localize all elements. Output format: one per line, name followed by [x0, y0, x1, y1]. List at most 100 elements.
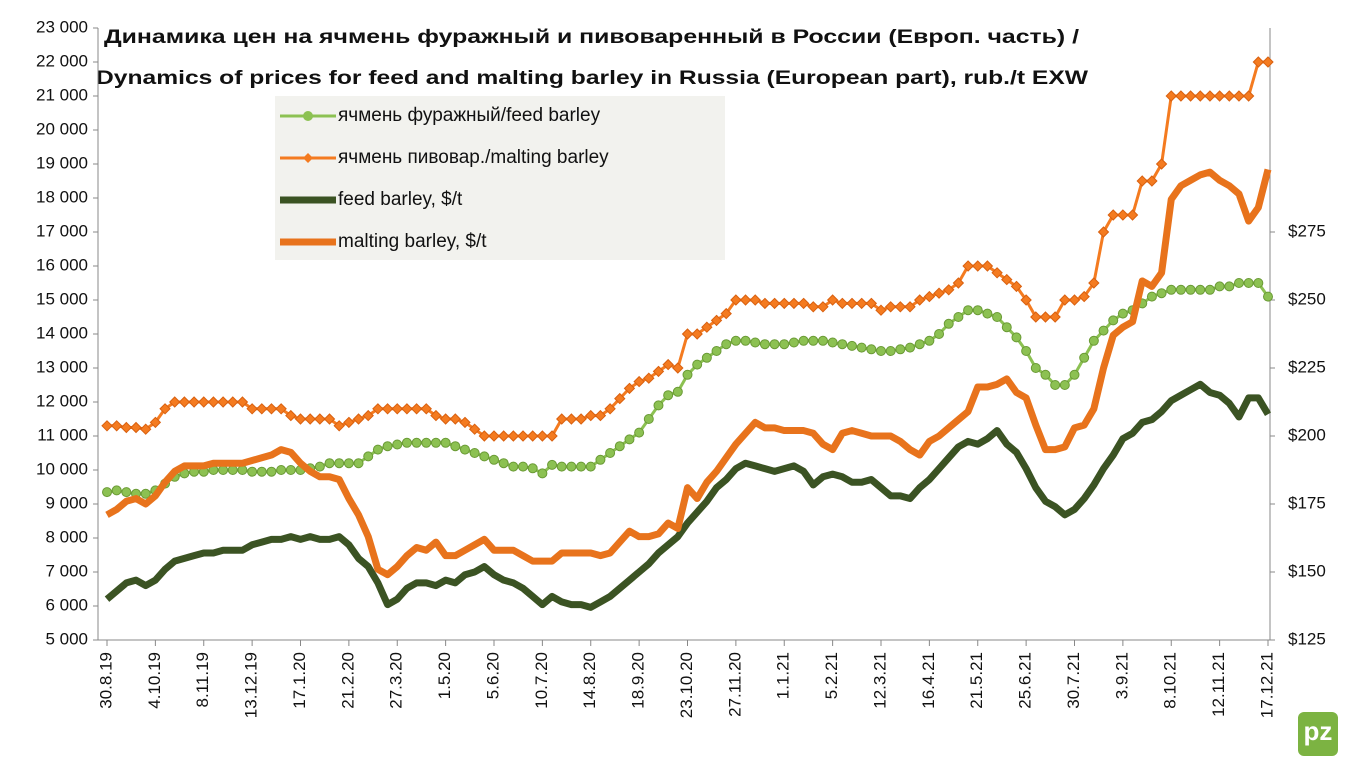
point: [391, 403, 403, 415]
point: [1243, 278, 1254, 288]
x-tick-label: 12.3.21: [870, 652, 889, 709]
legend-marker: [303, 111, 313, 121]
point: [963, 305, 974, 316]
point: [411, 437, 422, 448]
y-tick-label: 17 000: [36, 221, 88, 240]
x-tick-label: 21.5.21: [967, 652, 986, 709]
point: [140, 488, 151, 499]
point: [285, 465, 296, 475]
point: [875, 304, 887, 316]
point: [440, 437, 451, 448]
point: [1117, 209, 1129, 221]
point: [768, 297, 781, 310]
point: [759, 297, 771, 310]
point: [188, 396, 200, 408]
point: [1166, 284, 1177, 295]
point: [276, 465, 287, 475]
point: [1195, 284, 1206, 295]
point: [981, 260, 994, 272]
point: [826, 294, 839, 306]
y-tick-label: 8 000: [45, 527, 88, 546]
point: [526, 430, 539, 442]
x-tick-label: 23.10.20: [677, 652, 696, 718]
point: [1214, 281, 1225, 292]
point: [934, 329, 945, 339]
point: [1069, 369, 1080, 380]
point: [730, 335, 741, 346]
point: [913, 294, 926, 306]
point: [334, 458, 345, 469]
point: [1020, 294, 1032, 306]
point: [1021, 346, 1032, 356]
point: [304, 413, 316, 425]
point: [634, 427, 645, 438]
logo-badge: [1298, 712, 1338, 756]
point: [246, 403, 258, 415]
point: [1108, 315, 1119, 326]
point: [110, 420, 123, 432]
point: [1010, 280, 1023, 293]
point: [546, 430, 558, 442]
point: [1040, 369, 1051, 380]
point: [923, 290, 936, 303]
point: [237, 465, 248, 475]
point: [363, 451, 374, 462]
point: [1263, 291, 1273, 302]
point: [846, 297, 858, 310]
point: [294, 413, 307, 425]
logo: pz: [1298, 712, 1338, 756]
point: [992, 312, 1003, 322]
point: [333, 420, 345, 432]
point: [585, 409, 597, 422]
x-tick-label: 10.7.20: [532, 652, 551, 709]
point: [556, 413, 568, 425]
point: [459, 444, 470, 455]
x-tick-label: 14.8.20: [580, 652, 599, 709]
point: [547, 459, 558, 470]
point: [323, 413, 336, 425]
legend-box: [275, 96, 725, 260]
point: [130, 421, 142, 434]
point: [710, 314, 723, 327]
legend-label: ячмень фуражный/feed barley: [338, 105, 601, 126]
point: [207, 396, 220, 408]
point: [933, 287, 945, 299]
y2-tick-label: $150: [1288, 561, 1326, 580]
point: [537, 468, 548, 479]
point: [324, 458, 335, 469]
point: [895, 344, 906, 355]
point: [102, 487, 112, 498]
point: [159, 403, 171, 415]
point: [575, 413, 587, 425]
point: [1001, 273, 1013, 286]
point: [139, 423, 152, 435]
x-tick-label: 25.6.21: [1016, 652, 1035, 709]
y-tick-label: 10 000: [36, 459, 88, 478]
point: [779, 339, 790, 350]
point: [691, 328, 703, 340]
point: [855, 297, 868, 310]
point: [643, 372, 655, 384]
point: [652, 365, 665, 378]
point: [121, 487, 132, 498]
x-tick-label: 30.7.21: [1064, 652, 1083, 709]
point: [1030, 363, 1041, 373]
point: [217, 396, 229, 408]
point: [1175, 90, 1187, 102]
y2-tick-label: $125: [1288, 629, 1326, 648]
point: [410, 403, 423, 415]
point: [266, 466, 277, 477]
point: [836, 297, 849, 310]
point: [1194, 90, 1206, 102]
point: [227, 465, 238, 475]
y-tick-label: 13 000: [36, 357, 88, 376]
x-tick-label: 5.6.20: [483, 652, 502, 699]
point: [1252, 56, 1265, 68]
point: [817, 335, 828, 346]
x-tick-label: 1.1.21: [774, 652, 793, 699]
point: [1242, 90, 1255, 102]
x-tick-label: 17.1.20: [290, 652, 309, 709]
y-tick-label: 19 000: [36, 153, 88, 172]
point: [846, 340, 857, 351]
point: [865, 297, 878, 310]
